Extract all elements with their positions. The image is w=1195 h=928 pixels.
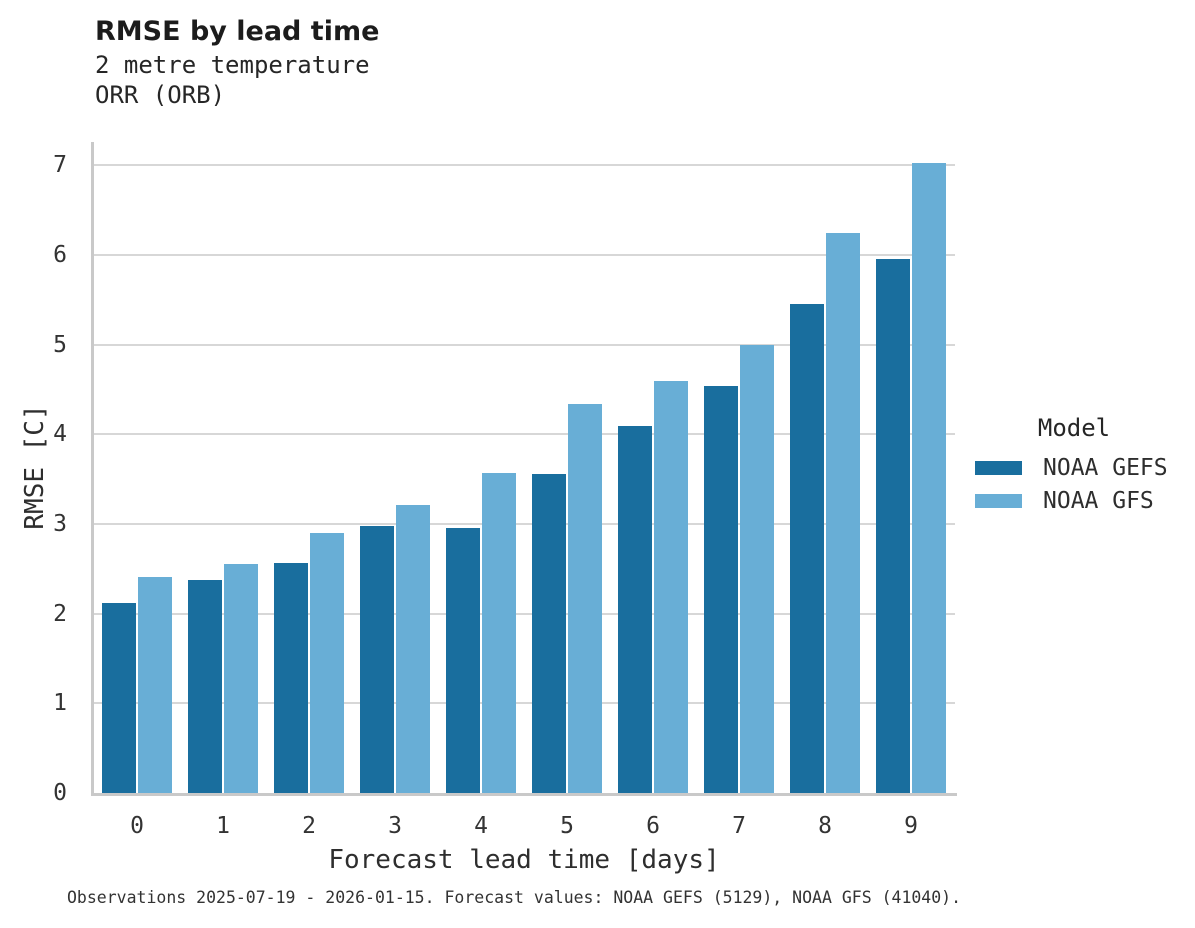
y-tick-label-6: 6: [53, 241, 67, 268]
gridline-y-6: [93, 253, 955, 256]
bar-noaa-gfs-day-6: [654, 381, 688, 793]
bar-noaa-gfs-day-0: [138, 577, 172, 793]
bar-noaa-gfs-day-9: [912, 163, 946, 793]
y-tick-label-1: 1: [53, 690, 67, 717]
x-tick-label-8: 8: [818, 813, 832, 839]
x-tick-label-6: 6: [646, 813, 660, 839]
x-tick-label-4: 4: [474, 813, 488, 839]
bar-noaa-gefs-day-4: [446, 528, 480, 793]
y-tick-label-7: 7: [53, 152, 67, 179]
gridline-y-2: [93, 612, 955, 615]
chart-subtitle-variable: 2 metre temperature: [95, 51, 370, 79]
legend-item-noaa-gefs: NOAA GEFS: [975, 451, 1185, 484]
x-axis-spine: [91, 793, 957, 796]
x-tick-label-7: 7: [732, 813, 746, 839]
x-tick-label-3: 3: [388, 813, 402, 839]
bar-noaa-gfs-day-3: [396, 505, 430, 793]
legend: Model NOAA GEFS NOAA GFS: [975, 414, 1185, 517]
gridline-y-1: [93, 702, 955, 705]
bar-noaa-gfs-day-1: [224, 564, 258, 793]
y-tick-label-3: 3: [53, 510, 67, 537]
x-tick-label-5: 5: [560, 813, 574, 839]
gridline-y-3: [93, 522, 955, 525]
y-tick-label-0: 0: [53, 780, 67, 806]
bar-noaa-gefs-day-0: [102, 603, 136, 793]
gridline-y-7: [93, 164, 955, 167]
bar-noaa-gefs-day-7: [704, 386, 738, 793]
y-axis-spine: [91, 142, 94, 795]
x-tick-label-9: 9: [904, 813, 918, 839]
y-tick-label-2: 2: [53, 600, 67, 627]
footnote: Observations 2025-07-19 - 2026-01-15. Fo…: [67, 888, 962, 907]
x-tick-label-0: 0: [130, 813, 144, 839]
x-tick-label-2: 2: [302, 813, 316, 839]
bar-noaa-gfs-day-4: [482, 473, 516, 793]
chart-subtitle-experiment: ORR (ORB): [95, 81, 226, 109]
legend-item-noaa-gfs: NOAA GFS: [975, 484, 1185, 517]
legend-swatch-icon: [975, 460, 1022, 475]
legend-swatch-icon: [975, 493, 1022, 508]
legend-label: NOAA GEFS: [1043, 454, 1168, 481]
bar-noaa-gefs-day-6: [618, 426, 652, 793]
y-tick-label-4: 4: [53, 421, 67, 448]
bar-noaa-gefs-day-1: [188, 580, 222, 793]
bar-noaa-gefs-day-2: [274, 563, 308, 793]
chart-title: RMSE by lead time: [95, 16, 380, 47]
bar-noaa-gefs-day-3: [360, 526, 394, 793]
x-axis-label: Forecast lead time [days]: [328, 845, 720, 875]
bar-noaa-gefs-day-5: [532, 474, 566, 793]
y-tick-label-5: 5: [53, 331, 67, 358]
bar-noaa-gefs-day-8: [790, 304, 824, 793]
bar-noaa-gfs-day-2: [310, 533, 344, 793]
legend-title: Model: [1037, 414, 1111, 442]
gridline-y-4: [93, 433, 955, 436]
bar-noaa-gfs-day-7: [740, 345, 774, 793]
legend-items: NOAA GEFS NOAA GFS: [975, 451, 1185, 517]
x-tick-label-1: 1: [216, 813, 230, 839]
legend-label: NOAA GFS: [1043, 487, 1154, 514]
bar-noaa-gfs-day-8: [826, 233, 860, 793]
bar-noaa-gefs-day-9: [876, 259, 910, 793]
bar-noaa-gfs-day-5: [568, 404, 602, 793]
gridline-y-5: [93, 343, 955, 346]
